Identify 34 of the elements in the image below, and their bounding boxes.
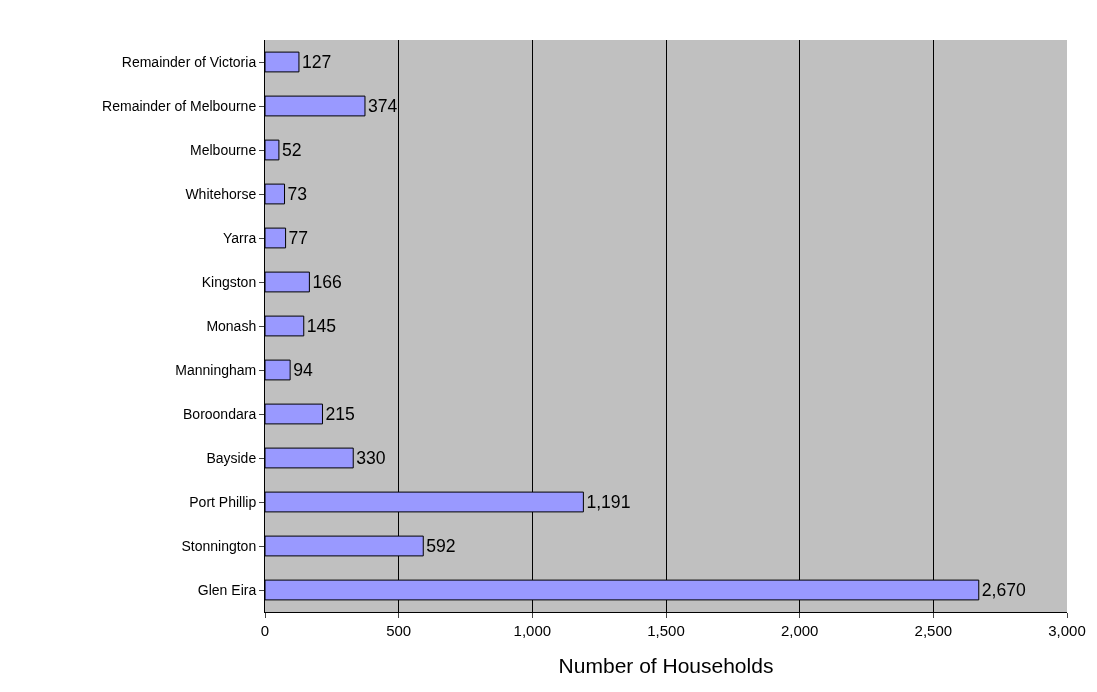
x-tick-label: 0 xyxy=(260,622,270,639)
x-tick-label: 500 xyxy=(386,622,412,639)
y-tick-label: Whitehorse xyxy=(185,185,257,202)
x-tick-label: 2,500 xyxy=(914,622,953,639)
data-label: 166 xyxy=(312,272,342,293)
y-tick-label: Yarra xyxy=(223,229,257,246)
data-label: 330 xyxy=(356,448,386,469)
data-label: 52 xyxy=(281,140,302,161)
x-tick-label: 1,000 xyxy=(513,622,552,639)
y-tick-label: Remainder of Victoria xyxy=(121,53,257,70)
y-tick-label: Port Phillip xyxy=(189,493,257,510)
data-label: 94 xyxy=(293,360,313,381)
y-tick-label: Kingston xyxy=(201,273,257,290)
x-tick-label: 1,500 xyxy=(647,622,685,639)
y-tick-label: Boroondara xyxy=(183,405,257,422)
y-tick-label: Manningham xyxy=(175,361,257,378)
y-tick-label: Monash xyxy=(206,317,257,334)
y-tick-label: Stonnington xyxy=(181,537,257,554)
data-label: 73 xyxy=(287,184,308,205)
x-axis-title: Number of Households xyxy=(558,654,774,678)
data-label: 374 xyxy=(367,96,398,117)
data-label: 2,670 xyxy=(981,580,1027,601)
y-tick-label: Remainder of Melbourne xyxy=(102,97,257,114)
data-label: 592 xyxy=(426,536,456,557)
y-tick-label: Bayside xyxy=(206,449,257,466)
data-label: 215 xyxy=(325,404,356,425)
data-label: 145 xyxy=(306,316,337,337)
data-label: 127 xyxy=(301,52,332,73)
data-label: 1,191 xyxy=(586,492,631,513)
y-tick-label: Glen Eira xyxy=(197,581,257,598)
x-tick-label: 3,000 xyxy=(1048,622,1086,639)
y-tick-label: Melbourne xyxy=(190,141,257,158)
x-tick-label: 2,000 xyxy=(780,622,819,639)
data-label: 77 xyxy=(288,228,309,249)
